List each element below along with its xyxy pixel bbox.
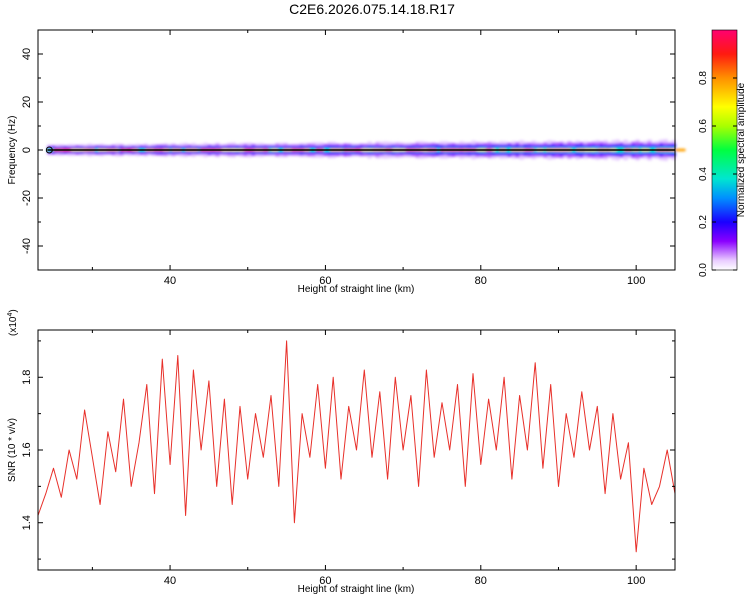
- chart-title: C2E6.2026.075.14.18.R17: [289, 1, 455, 17]
- colorbar-tick-label: 0.6: [698, 119, 709, 133]
- snr-y-tick-label: 1.8: [21, 370, 33, 385]
- colorbar: 0.0 0.2 0.4 0.6 0.8 Normalized spectral ampl…: [698, 29, 747, 277]
- spectrogram-x-tick-label: 100: [627, 275, 645, 287]
- snr-axis-ticks: 40 60 80 100 1.4 1.6 1.8: [21, 330, 675, 587]
- colorbar-tick-label: 0.4: [698, 167, 709, 181]
- spectrogram-y-label: Frequency (Hz): [7, 116, 18, 185]
- snr-exponent-label: (x104): [7, 309, 19, 336]
- colorbar-tick-label: 0.8: [698, 71, 709, 85]
- snr-exponent-close: ): [8, 309, 19, 312]
- snr-x-tick-label: 80: [475, 575, 487, 587]
- snr-x-tick-label: 100: [627, 575, 645, 587]
- spectrogram-x-tick-label: 80: [475, 275, 487, 287]
- colorbar-label: Normalized spectral amplitude: [736, 82, 747, 217]
- spectrogram-y-tick-label: -40: [21, 238, 33, 254]
- spectrogram-y-tick-label: 20: [21, 96, 33, 108]
- spectrogram-panel: 40 60 80 100 -40 -20 0 20 40 Height of straight …: [7, 29, 686, 295]
- snr-y-label: SNR (10 * v/v): [7, 418, 18, 482]
- spectrogram-y-tick-label: 0: [21, 147, 33, 153]
- spectrogram-y-tick-label: 40: [21, 48, 33, 60]
- snr-exponent-base: (x10: [8, 316, 19, 336]
- spectrogram-axis-ticks: 40 60 80 100 -40 -20 0 20 40: [21, 29, 675, 287]
- spectrogram-x-tick-label: 60: [319, 275, 331, 287]
- heatmap-start-marker: [45, 146, 53, 154]
- snr-y-tick-label: 1.6: [21, 442, 33, 457]
- spectrogram-x-tick-label: 40: [164, 275, 176, 287]
- snr-panel: 40 60 80 100 1.4 1.6 1.8 Height of straight li…: [7, 309, 676, 595]
- snr-x-label: Height of straight line (km): [298, 584, 415, 595]
- snr-series-line: [37, 340, 676, 553]
- spectrogram-x-label: Height of straight line (km): [298, 284, 415, 295]
- colorbar-ticks: 0.0 0.2 0.4 0.6 0.8: [698, 71, 737, 277]
- colorbar-tick-label: 0.2: [698, 215, 709, 229]
- colorbar-tick-label: 0.0: [698, 263, 709, 277]
- colorbar-gradient: [711, 29, 738, 271]
- snr-x-tick-label: 40: [164, 575, 176, 587]
- snr-y-tick-label: 1.4: [21, 515, 33, 530]
- snr-x-tick-label: 60: [319, 575, 331, 587]
- heatmap-band: [45, 139, 686, 161]
- spectrogram-y-tick-label: -20: [21, 190, 33, 206]
- snr-exponent-power: 4: [7, 313, 14, 317]
